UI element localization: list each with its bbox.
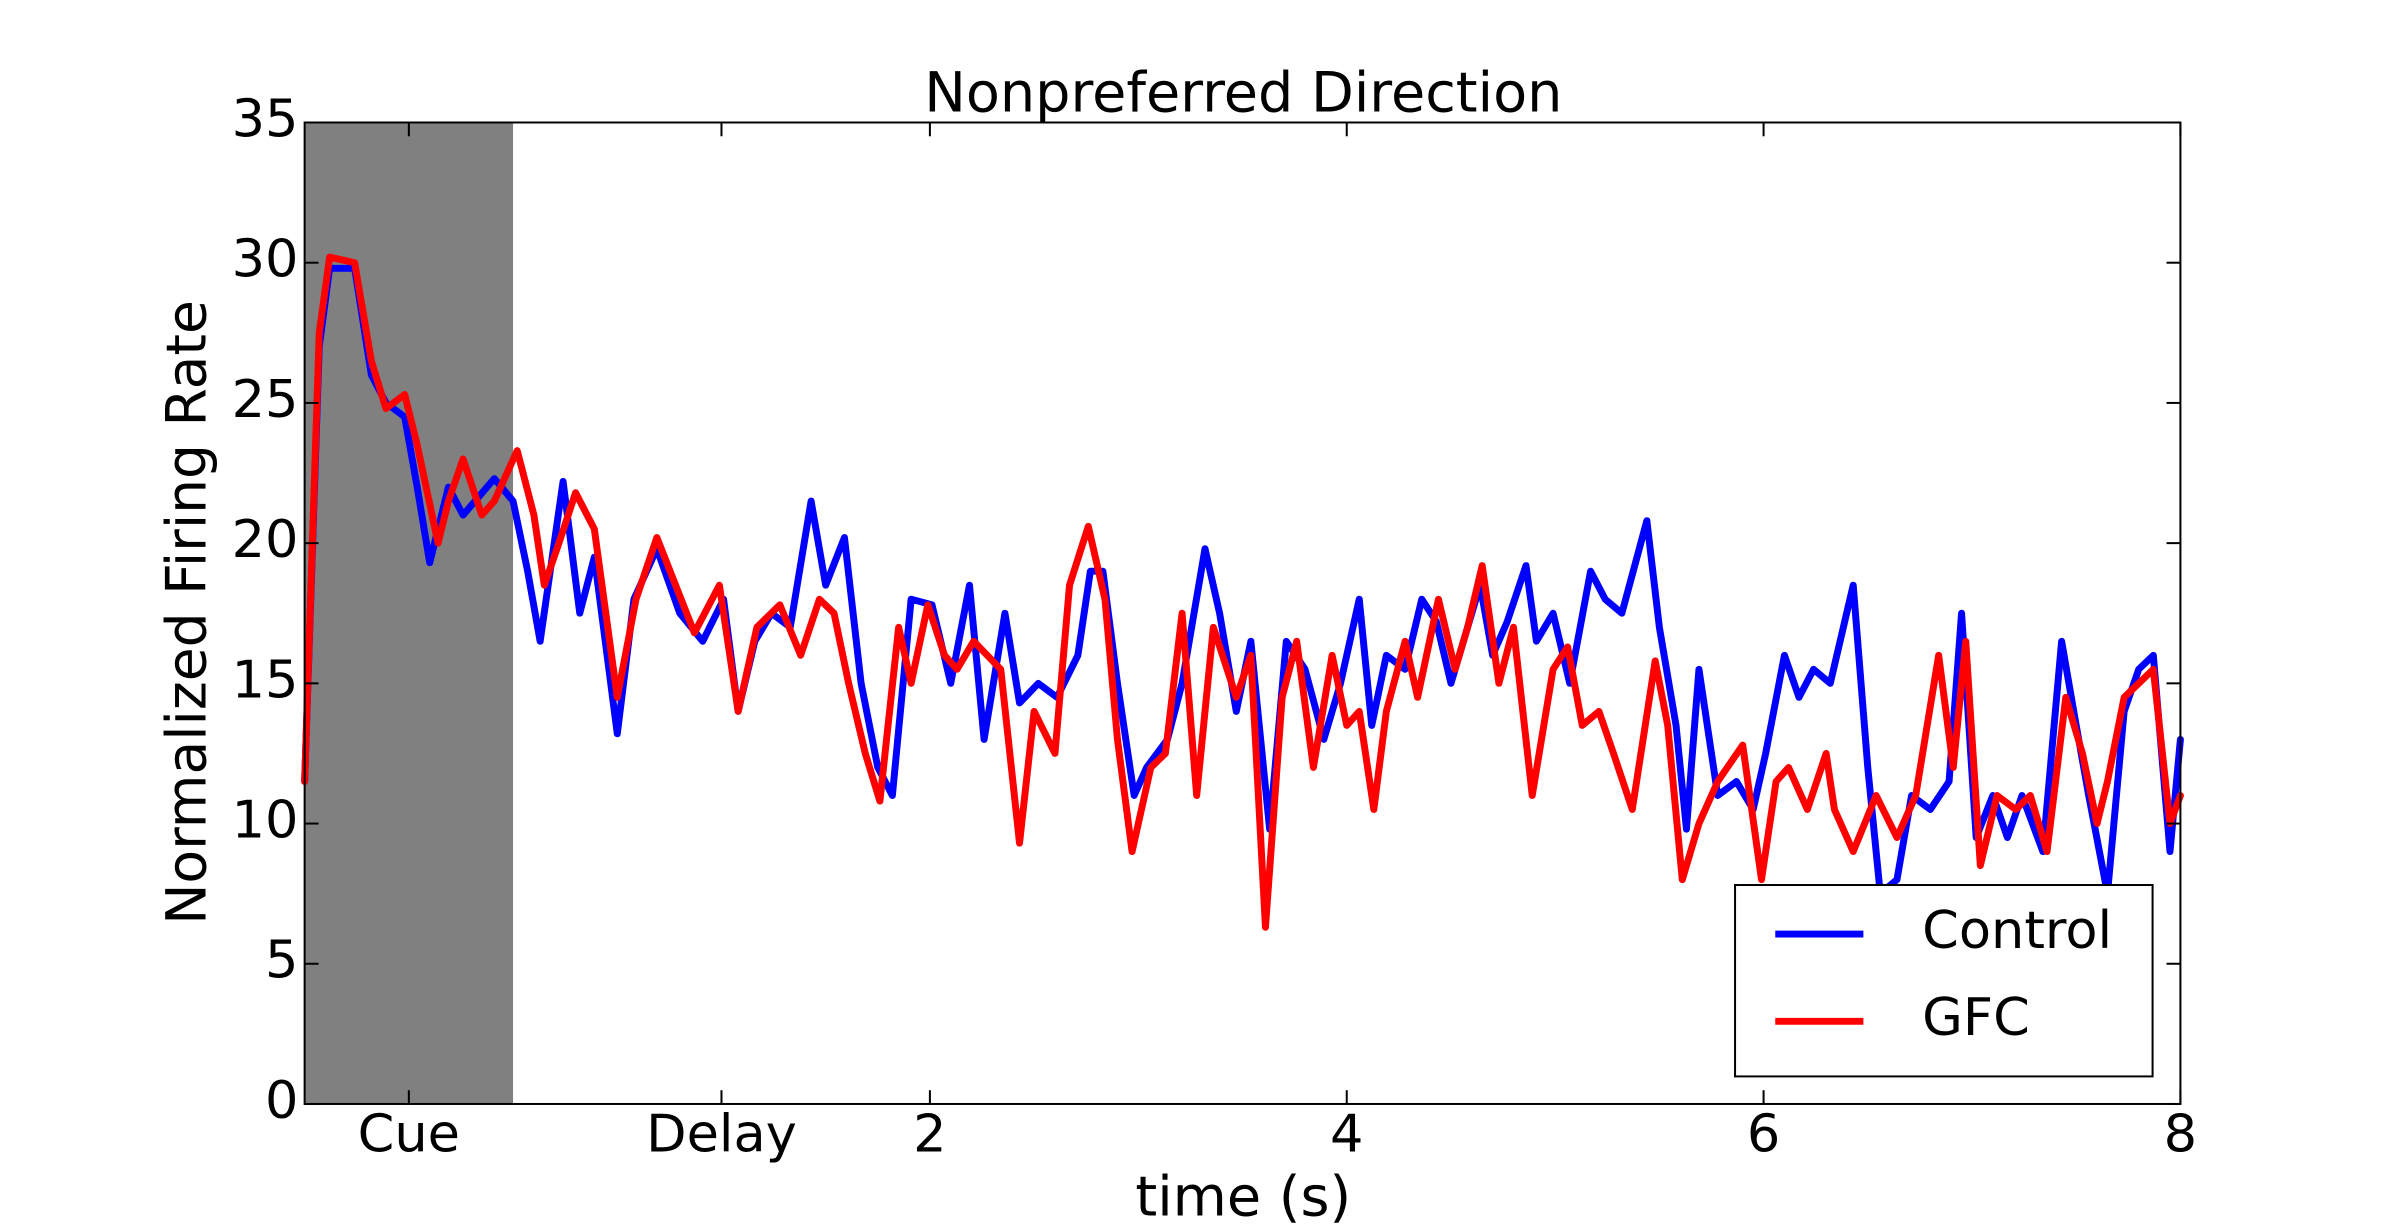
x-tick-label: 2 xyxy=(913,1104,946,1165)
x-tick-label: 6 xyxy=(1747,1104,1780,1165)
x-tick-label: Delay xyxy=(646,1104,797,1165)
x-axis-label: time (s) xyxy=(1135,1166,1351,1228)
y-tick-label: 5 xyxy=(265,930,298,991)
data-line xyxy=(301,253,2184,931)
y-axis-label: Normalized Firing Rate xyxy=(155,300,219,925)
shaded-region xyxy=(304,122,514,1104)
x-tick-label: 8 xyxy=(2164,1104,2197,1165)
chart-title: Nonpreferred Direction xyxy=(924,62,1562,126)
legend-box xyxy=(1734,884,2154,1078)
y-tick-label: 10 xyxy=(232,790,299,851)
x-tick-label: 4 xyxy=(1330,1104,1363,1165)
legend-label: GFC xyxy=(1922,987,2030,1048)
legend-label: Control xyxy=(1922,900,2112,961)
y-tick-label: 0 xyxy=(265,1070,298,1131)
y-tick-label: 30 xyxy=(232,229,299,290)
y-tick-label: 20 xyxy=(232,509,299,570)
y-tick-label: 15 xyxy=(232,650,299,711)
plot-frame xyxy=(303,121,2182,1105)
y-tick-label: 35 xyxy=(232,89,299,150)
x-tick-label: Cue xyxy=(358,1104,460,1165)
y-tick-label: 25 xyxy=(232,369,299,430)
